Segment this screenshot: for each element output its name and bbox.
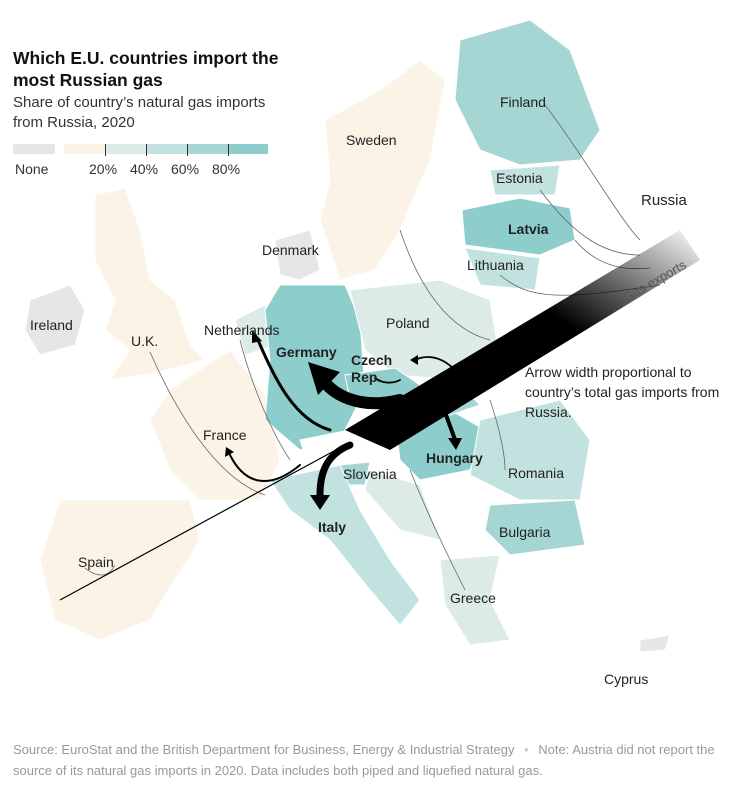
source-note: Source: EuroStat and the British Departm…	[13, 739, 748, 781]
legend-swatch-20-40	[106, 144, 147, 154]
legend-swatch-40-60	[147, 144, 188, 154]
country-lithuania	[464, 247, 541, 291]
chart-title: Which E.U. countries import the most Rus…	[13, 48, 279, 90]
country-spain	[39, 499, 201, 641]
legend-swatch-80-100	[229, 144, 268, 154]
label-greece: Greece	[450, 590, 496, 606]
arrow-italy	[316, 441, 354, 499]
label-lithuania: Lithuania	[467, 257, 524, 273]
country-greece	[439, 554, 511, 646]
legend-swatch-0-20	[64, 144, 106, 154]
country-croatia	[364, 469, 441, 541]
label-romania: Romania	[508, 465, 565, 481]
label-poland: Poland	[386, 315, 430, 331]
label-hungary: Hungary	[426, 450, 483, 466]
country-france	[149, 349, 281, 501]
legend-tick	[187, 144, 188, 156]
label-latvia: Latvia	[508, 221, 549, 237]
spain-flow-line	[59, 444, 346, 601]
label-finland: Finland	[500, 94, 546, 110]
country-uk	[94, 187, 206, 381]
note-text: Note: Austria did not report the source …	[13, 742, 715, 778]
country-ireland	[24, 284, 86, 356]
arrow-france	[229, 454, 301, 482]
label-uk: U.K.	[131, 333, 159, 349]
label-bulgaria: Bulgaria	[499, 524, 551, 540]
arrow-czech	[374, 377, 401, 384]
label-netherlands: Netherlands	[204, 322, 280, 338]
arrow-hungary	[438, 393, 457, 442]
arrowhead-hungary	[448, 438, 462, 450]
legend-tick	[228, 144, 229, 156]
chart-subtitle: Share of country’s natural gas imports f…	[13, 94, 266, 131]
label-russia: Russia	[641, 192, 687, 209]
label-cyprus: Cyprus	[604, 671, 649, 687]
label-sweden: Sweden	[346, 132, 397, 148]
label-denmark: Denmark	[262, 242, 319, 258]
label-estonia: Estonia	[496, 170, 543, 186]
arrowheads	[225, 330, 462, 510]
arrowhead-poland	[410, 355, 418, 365]
label-germany: Germany	[276, 344, 337, 360]
legend-label-none: None	[15, 161, 49, 177]
label-spain: Spain	[78, 554, 114, 570]
country-denmark	[274, 229, 321, 281]
legend-swatch-none	[13, 144, 55, 154]
separator: •	[524, 742, 529, 757]
source-text: Source: EuroStat and the British Departm…	[13, 742, 515, 757]
arrowhead-germany	[308, 362, 340, 395]
legend-tick	[105, 144, 106, 156]
legend-label: 40%	[130, 161, 159, 177]
arrowhead-france	[225, 447, 234, 457]
legend-label: 20%	[89, 161, 118, 177]
arrowhead-italy	[310, 495, 330, 510]
legend-swatch-60-80	[188, 144, 229, 154]
country-cyprus	[639, 634, 671, 653]
legend-label: 80%	[212, 161, 241, 177]
country-romania	[469, 399, 591, 501]
label-slovenia: Slovenia	[343, 466, 397, 482]
label-france: France	[203, 427, 247, 443]
country-estonia	[489, 164, 561, 196]
label-italy: Italy	[318, 519, 347, 535]
country-finland	[454, 19, 601, 166]
gas-exports-arrow-band	[345, 230, 700, 450]
legend-tick	[146, 144, 147, 156]
label-czech: Czech Rep.	[351, 352, 393, 385]
country-italy	[269, 464, 421, 626]
country-sweden	[319, 59, 446, 281]
arrowhead-netherlands	[252, 330, 262, 343]
leader-lines	[84, 104, 661, 591]
arrow-width-note: Arrow width proportional to country’s to…	[525, 364, 720, 420]
label-ireland: Ireland	[30, 317, 73, 333]
country-bulgaria	[484, 499, 586, 556]
arrow-netherlands	[256, 338, 332, 432]
legend-label: 60%	[171, 161, 200, 177]
